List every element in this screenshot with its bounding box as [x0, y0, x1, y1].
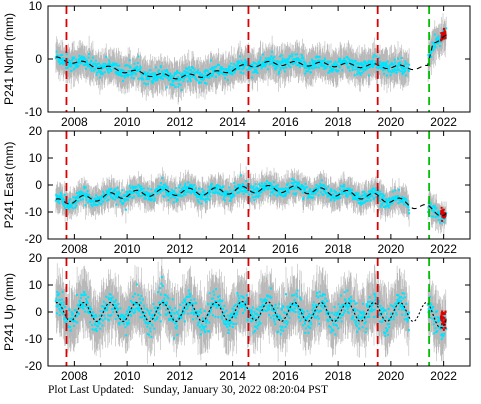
y-tick-label: 10	[29, 151, 43, 165]
y-tick-label: 20	[29, 251, 43, 265]
recent-positions	[440, 206, 447, 222]
x-tick-label: 2020	[378, 369, 405, 383]
last-updated-label: Plot Last Updated:	[48, 384, 135, 396]
x-tick-label: 2022	[430, 115, 457, 129]
plot-area	[54, 258, 448, 364]
x-tick-label: 2010	[114, 115, 141, 129]
model-fit-line	[55, 184, 447, 217]
y-tick-label: 10	[29, 278, 43, 292]
y-axis-label: P241 North (mm)	[2, 13, 16, 105]
y-tick-label: 10	[29, 0, 43, 13]
x-tick-label: 2020	[378, 242, 405, 256]
x-tick-label: 2010	[114, 369, 141, 383]
x-tick-label: 2012	[167, 369, 194, 383]
x-tick-label: 2016	[272, 115, 299, 129]
y-axis-label: P241 East (mm)	[2, 142, 16, 229]
x-tick-label: 2022	[430, 242, 457, 256]
y-tick-label: -10	[25, 205, 43, 219]
daily-positions	[54, 276, 448, 341]
x-tick-label: 2010	[114, 242, 141, 256]
panel-2: 2008 2010 2012 2014 2016 2018 2020 2022 -20 -10 0 1…	[2, 251, 471, 383]
recent-positions	[440, 310, 447, 331]
x-tick-label: 2022	[430, 369, 457, 383]
x-tick-label: 2014	[219, 115, 246, 129]
last-updated-footer: Plot Last Updated: Sunday, January 30, 2…	[48, 384, 334, 396]
y-tick-label: 0	[35, 305, 42, 319]
error-bar-path	[55, 13, 447, 105]
model-fit-line	[55, 34, 447, 80]
plot-area	[54, 13, 448, 105]
y-axis-label: P241 Up (mm)	[2, 273, 16, 351]
y-tick-label: -20	[25, 232, 43, 246]
y-tick-label: 0	[35, 178, 42, 192]
x-tick-label: 2014	[219, 242, 246, 256]
x-tick-label: 2016	[272, 242, 299, 256]
x-tick-label: 2020	[378, 115, 405, 129]
y-tick-label: 20	[29, 124, 43, 138]
x-tick-label: 2016	[272, 369, 299, 383]
daily-positions	[54, 174, 448, 224]
y-tick-label: 0	[35, 52, 42, 66]
error-bars	[55, 13, 447, 105]
x-tick-label: 2008	[61, 369, 88, 383]
panel-1: 2008 2010 2012 2014 2016 2018 2020 2022 -20 -10 0 1…	[2, 124, 471, 256]
y-tick-label: -10	[25, 332, 43, 346]
y-tick-label: -20	[25, 359, 43, 373]
y-tick-label: -10	[25, 105, 43, 119]
last-updated-timestamp: Sunday, January 30, 2022 08:20:04 PST	[143, 384, 328, 396]
x-tick-label: 2018	[325, 115, 352, 129]
x-tick-label: 2012	[167, 115, 194, 129]
panel-0: 2008 2010 2012 2014 2016 2018 2020 2022 -10 0 10 P2…	[2, 0, 471, 129]
x-tick-label: 2018	[325, 242, 352, 256]
x-tick-label: 2014	[219, 369, 246, 383]
model-fit-line	[55, 300, 447, 329]
x-tick-label: 2008	[61, 242, 88, 256]
x-tick-label: 2012	[167, 242, 194, 256]
x-tick-label: 2008	[61, 115, 88, 129]
x-tick-label: 2018	[325, 369, 352, 383]
plot-area	[54, 163, 448, 238]
